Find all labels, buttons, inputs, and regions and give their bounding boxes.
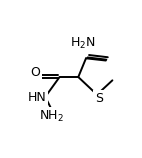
- Text: S: S: [95, 92, 103, 105]
- Text: H$_2$N: H$_2$N: [70, 36, 96, 51]
- Text: O: O: [30, 66, 40, 79]
- Text: NH$_2$: NH$_2$: [39, 109, 64, 124]
- Text: HN: HN: [28, 91, 46, 104]
